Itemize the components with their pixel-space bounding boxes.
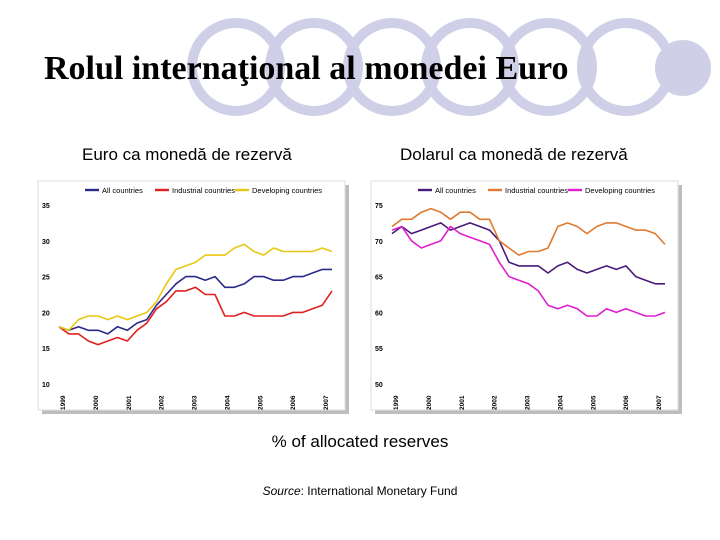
x-tick-label: 2007: [656, 395, 663, 410]
x-tick-label: 1999: [393, 395, 400, 410]
legend-label: Industrial countries: [172, 186, 235, 195]
chart-footnote: % of allocated reserves: [271, 432, 449, 451]
chart-title-euro: Euro ca monedă de rezervă: [82, 145, 292, 164]
source-label: Source: [262, 484, 301, 498]
chart-frame: [370, 180, 679, 411]
series-line: [58, 286, 333, 346]
y-tick-label: 15: [42, 346, 50, 353]
chart-frame: [37, 180, 346, 411]
y-tick-label: 50: [375, 382, 383, 389]
dollar-chart: All countries Industrial countries Develop…: [370, 180, 682, 414]
y-tick-label: 30: [42, 239, 50, 246]
legend-label: Industrial countries: [505, 186, 568, 195]
y-tick-label: 65: [375, 275, 383, 282]
x-tick-label: 2007: [323, 395, 330, 410]
y-tick-label: 75: [375, 203, 383, 210]
series-line: [58, 243, 333, 332]
x-tick-label: 2003: [192, 395, 199, 410]
source-note: Source: International Monetary Fund: [0, 484, 720, 498]
y-tick-label: 25: [42, 275, 50, 282]
page-title: Rolul internaţional al monedei Euro: [44, 50, 569, 87]
decorative-dot: [655, 40, 711, 96]
y-tick-label: 20: [42, 310, 50, 317]
legend-label: Developing countries: [252, 186, 322, 195]
x-tick-label: 2003: [525, 395, 532, 410]
x-tick-label: 2000: [426, 395, 433, 410]
legend-label: All countries: [435, 186, 476, 195]
y-tick-label: 35: [42, 203, 50, 210]
x-tick-label: 2005: [590, 395, 597, 410]
y-tick-label: 10: [42, 382, 50, 389]
series-line: [58, 268, 332, 335]
chart-title-dollar: Dolarul ca monedă de rezervă: [400, 145, 628, 164]
x-tick-label: 2006: [623, 395, 630, 410]
x-tick-label: 2002: [492, 395, 499, 410]
y-tick-label: 55: [375, 346, 383, 353]
x-tick-label: 2005: [257, 395, 264, 410]
y-tick-label: 60: [375, 310, 383, 317]
x-tick-label: 2001: [126, 395, 133, 410]
x-tick-label: 2001: [459, 395, 466, 410]
legend-label: All countries: [102, 186, 143, 195]
series-line: [391, 207, 666, 256]
series-line: [391, 222, 665, 285]
x-tick-label: 2004: [557, 395, 564, 410]
euro-chart-panel: All countries Industrial countries Develop…: [37, 180, 350, 415]
dollar-chart-panel: All countries Industrial countries Develop…: [370, 180, 683, 415]
y-tick-label: 70: [375, 239, 383, 246]
euro-chart: All countries Industrial countries Develop…: [37, 180, 349, 414]
source-text: : International Monetary Fund: [300, 484, 458, 498]
series-line: [391, 225, 666, 317]
x-tick-label: 2002: [159, 395, 166, 410]
x-tick-label: 1999: [60, 395, 67, 410]
x-tick-label: 2000: [93, 395, 100, 410]
legend-label: Developing countries: [585, 186, 655, 195]
x-tick-label: 2004: [224, 395, 231, 410]
x-tick-label: 2006: [290, 395, 297, 410]
